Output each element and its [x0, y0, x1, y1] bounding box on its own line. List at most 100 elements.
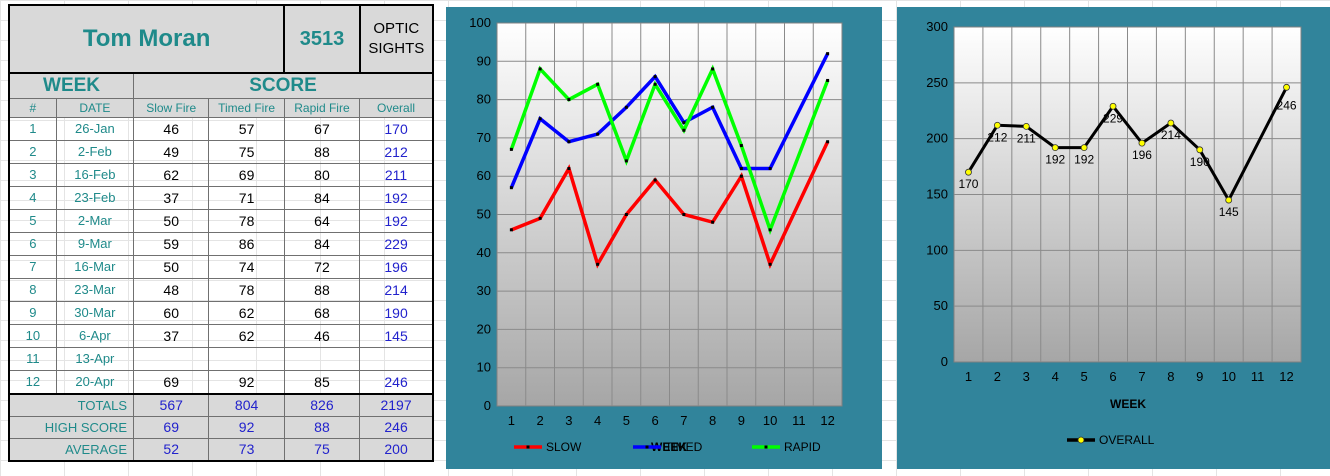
data-point [1167, 119, 1175, 127]
week-date: 16-Mar [55, 254, 135, 279]
y-tick-label: 10 [477, 360, 491, 375]
week-number: 2 [8, 139, 57, 164]
col-header-num: # [8, 97, 57, 118]
data-label: 246 [1277, 98, 1297, 112]
rapid-fire-score: 46 [283, 323, 361, 348]
shooter-name: Tom Moran [8, 4, 286, 74]
slow-fire-score: 50 [133, 254, 210, 279]
table-row: 6 9-Mar 59 86 84 229 [8, 231, 434, 256]
overall-score: 190 [359, 300, 434, 325]
week-number: 9 [8, 300, 57, 325]
data-point [682, 213, 686, 216]
x-tick-label: 5 [623, 413, 630, 428]
slow-fire-score: 49 [133, 139, 210, 164]
timed-fire-score: 69 [208, 162, 285, 187]
rapid-fire-score: 80 [283, 162, 361, 187]
y-tick-label: 300 [926, 19, 948, 34]
y-tick-label: 0 [941, 354, 948, 369]
overall-score: 145 [359, 323, 434, 348]
data-point [1225, 196, 1233, 204]
y-tick-label: 80 [477, 92, 491, 107]
table-row: 5 2-Mar 50 78 64 192 [8, 208, 434, 233]
x-axis-title: WEEK [1110, 397, 1146, 411]
data-point [596, 132, 600, 136]
rapid-fire-score: 64 [283, 208, 361, 233]
data-point [1138, 139, 1146, 147]
week-number: 4 [8, 185, 57, 210]
data-point [624, 213, 628, 216]
slow-fire-score: 62 [133, 162, 210, 187]
data-point [1051, 144, 1059, 152]
week-number: 8 [8, 277, 57, 302]
y-tick-label: 20 [477, 321, 491, 336]
timed-fire-score: 74 [208, 254, 285, 279]
x-tick-label: 4 [594, 413, 601, 428]
week-date: 2-Mar [55, 208, 135, 233]
week-date: 9-Mar [55, 231, 135, 256]
data-point [653, 75, 657, 79]
table-row: 9 30-Mar 60 62 68 190 [8, 300, 434, 325]
x-tick-label: 8 [1167, 369, 1174, 384]
x-tick-label: 3 [1023, 369, 1030, 384]
rapid-fire-score: 85 [283, 369, 361, 394]
overall-score [359, 346, 434, 371]
y-tick-label: 0 [484, 398, 491, 413]
week-date: 23-Mar [55, 277, 135, 302]
rapid-fire-score: 72 [283, 254, 361, 279]
data-point [711, 220, 715, 224]
y-tick-label: 60 [477, 168, 491, 183]
x-axis-title: WEEK [651, 440, 687, 454]
y-tick-label: 50 [477, 207, 491, 222]
data-point [739, 174, 743, 178]
slow-fire-score: 50 [133, 208, 210, 233]
summary-overall: 2197 [359, 392, 434, 417]
col-header-overall: Overall [359, 97, 434, 118]
slow-fire-score: 69 [133, 369, 210, 394]
data-point [682, 128, 686, 132]
x-tick-label: 9 [738, 413, 745, 428]
week-number: 6 [8, 231, 57, 256]
data-label: 145 [1219, 205, 1239, 219]
data-point [538, 67, 542, 71]
data-point [1283, 83, 1290, 91]
week-section-header: WEEK [8, 72, 135, 99]
x-tick-label: 12 [1279, 369, 1293, 384]
y-tick-label: 50 [934, 298, 948, 313]
data-point [711, 67, 715, 71]
x-tick-label: 4 [1052, 369, 1059, 384]
overall-score: 196 [359, 254, 434, 279]
summary-timed: 73 [208, 437, 285, 461]
week-date: 20-Apr [55, 369, 135, 394]
score-table: Tom Moran 3513 OPTIC SIGHTS WEEK SCORE #… [8, 4, 434, 462]
sight-class-line2: SIGHTS [368, 40, 425, 57]
y-tick-label: 200 [926, 131, 948, 146]
week-date: 30-Mar [55, 300, 135, 325]
table-row: 2 2-Feb 49 75 88 212 [8, 139, 434, 164]
x-tick-label: 6 [652, 413, 659, 428]
week-date: 13-Apr [55, 346, 135, 371]
week-date: 6-Apr [55, 323, 135, 348]
x-tick-label: 2 [994, 369, 1001, 384]
data-point [567, 98, 571, 102]
timed-fire-score: 71 [208, 185, 285, 210]
rapid-fire-score: 88 [283, 277, 361, 302]
y-tick-label: 100 [926, 242, 948, 257]
data-point [711, 105, 715, 109]
shooter-id: 3513 [283, 4, 361, 74]
overall-score: 212 [359, 139, 434, 164]
week-number: 12 [8, 369, 57, 394]
rapid-fire-score: 68 [283, 300, 361, 325]
summary-rapid: 75 [283, 437, 361, 461]
summary-timed: 804 [208, 392, 285, 417]
x-tick-label: 11 [1251, 369, 1265, 384]
data-label: 229 [1103, 111, 1123, 125]
data-point [826, 140, 830, 144]
data-label: 192 [1074, 153, 1094, 167]
timed-fire-score: 75 [208, 139, 285, 164]
timed-fire-score: 78 [208, 277, 285, 302]
y-tick-label: 90 [477, 53, 491, 68]
legend-label: OVERALL [1099, 433, 1155, 447]
overall-score: 170 [359, 116, 434, 141]
slow-fire-score [133, 346, 210, 371]
